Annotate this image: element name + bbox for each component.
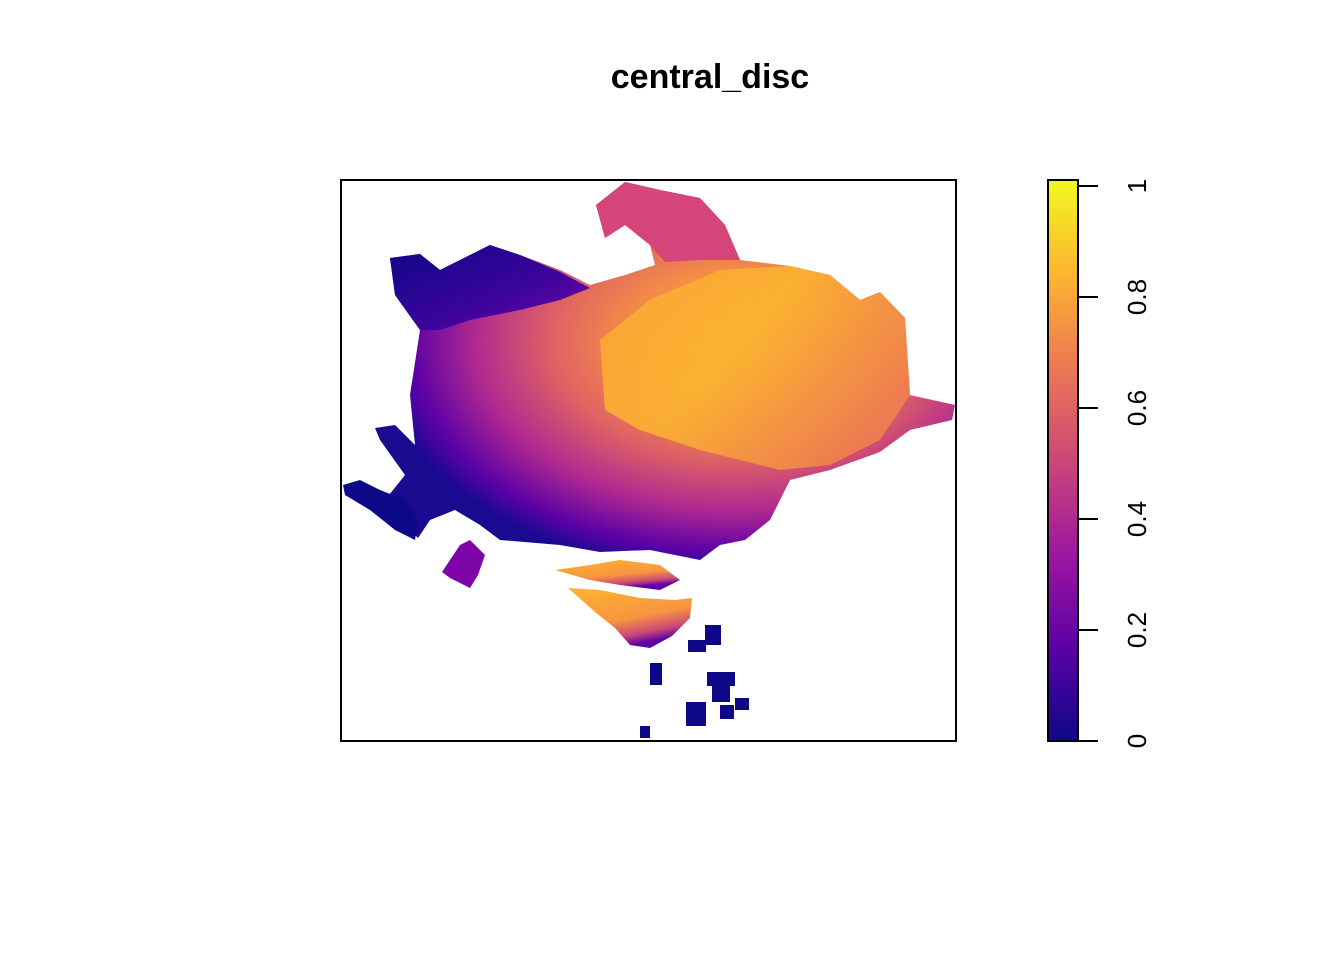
raster-south-islands [640,625,749,738]
colorbar [1047,179,1079,742]
colorbar-tick-label: 0.2 [1122,612,1152,648]
colorbar-tick-label: 0.6 [1122,390,1152,426]
raster-map [343,182,955,738]
chart-title: central_disc [610,58,810,96]
raster-east-region [600,266,910,470]
raster-south-lobe [555,560,680,590]
raster-south-crescent [568,588,692,648]
raster-southwest-spur [442,540,485,588]
raster-northwest-lobe [390,245,590,330]
colorbar-tick-label: 0.8 [1122,279,1152,315]
plot-frame [340,179,957,742]
colorbar-tick-label: 0 [1122,734,1152,748]
raster-west-spur [343,480,418,540]
colorbar-tick-label: 1 [1122,179,1152,193]
colorbar-tick-label: 0.4 [1122,501,1152,537]
raster-top-finger [596,182,740,262]
colorbar-ticks: 0 0.2 0.4 0.6 0.8 1 [1078,179,1152,748]
